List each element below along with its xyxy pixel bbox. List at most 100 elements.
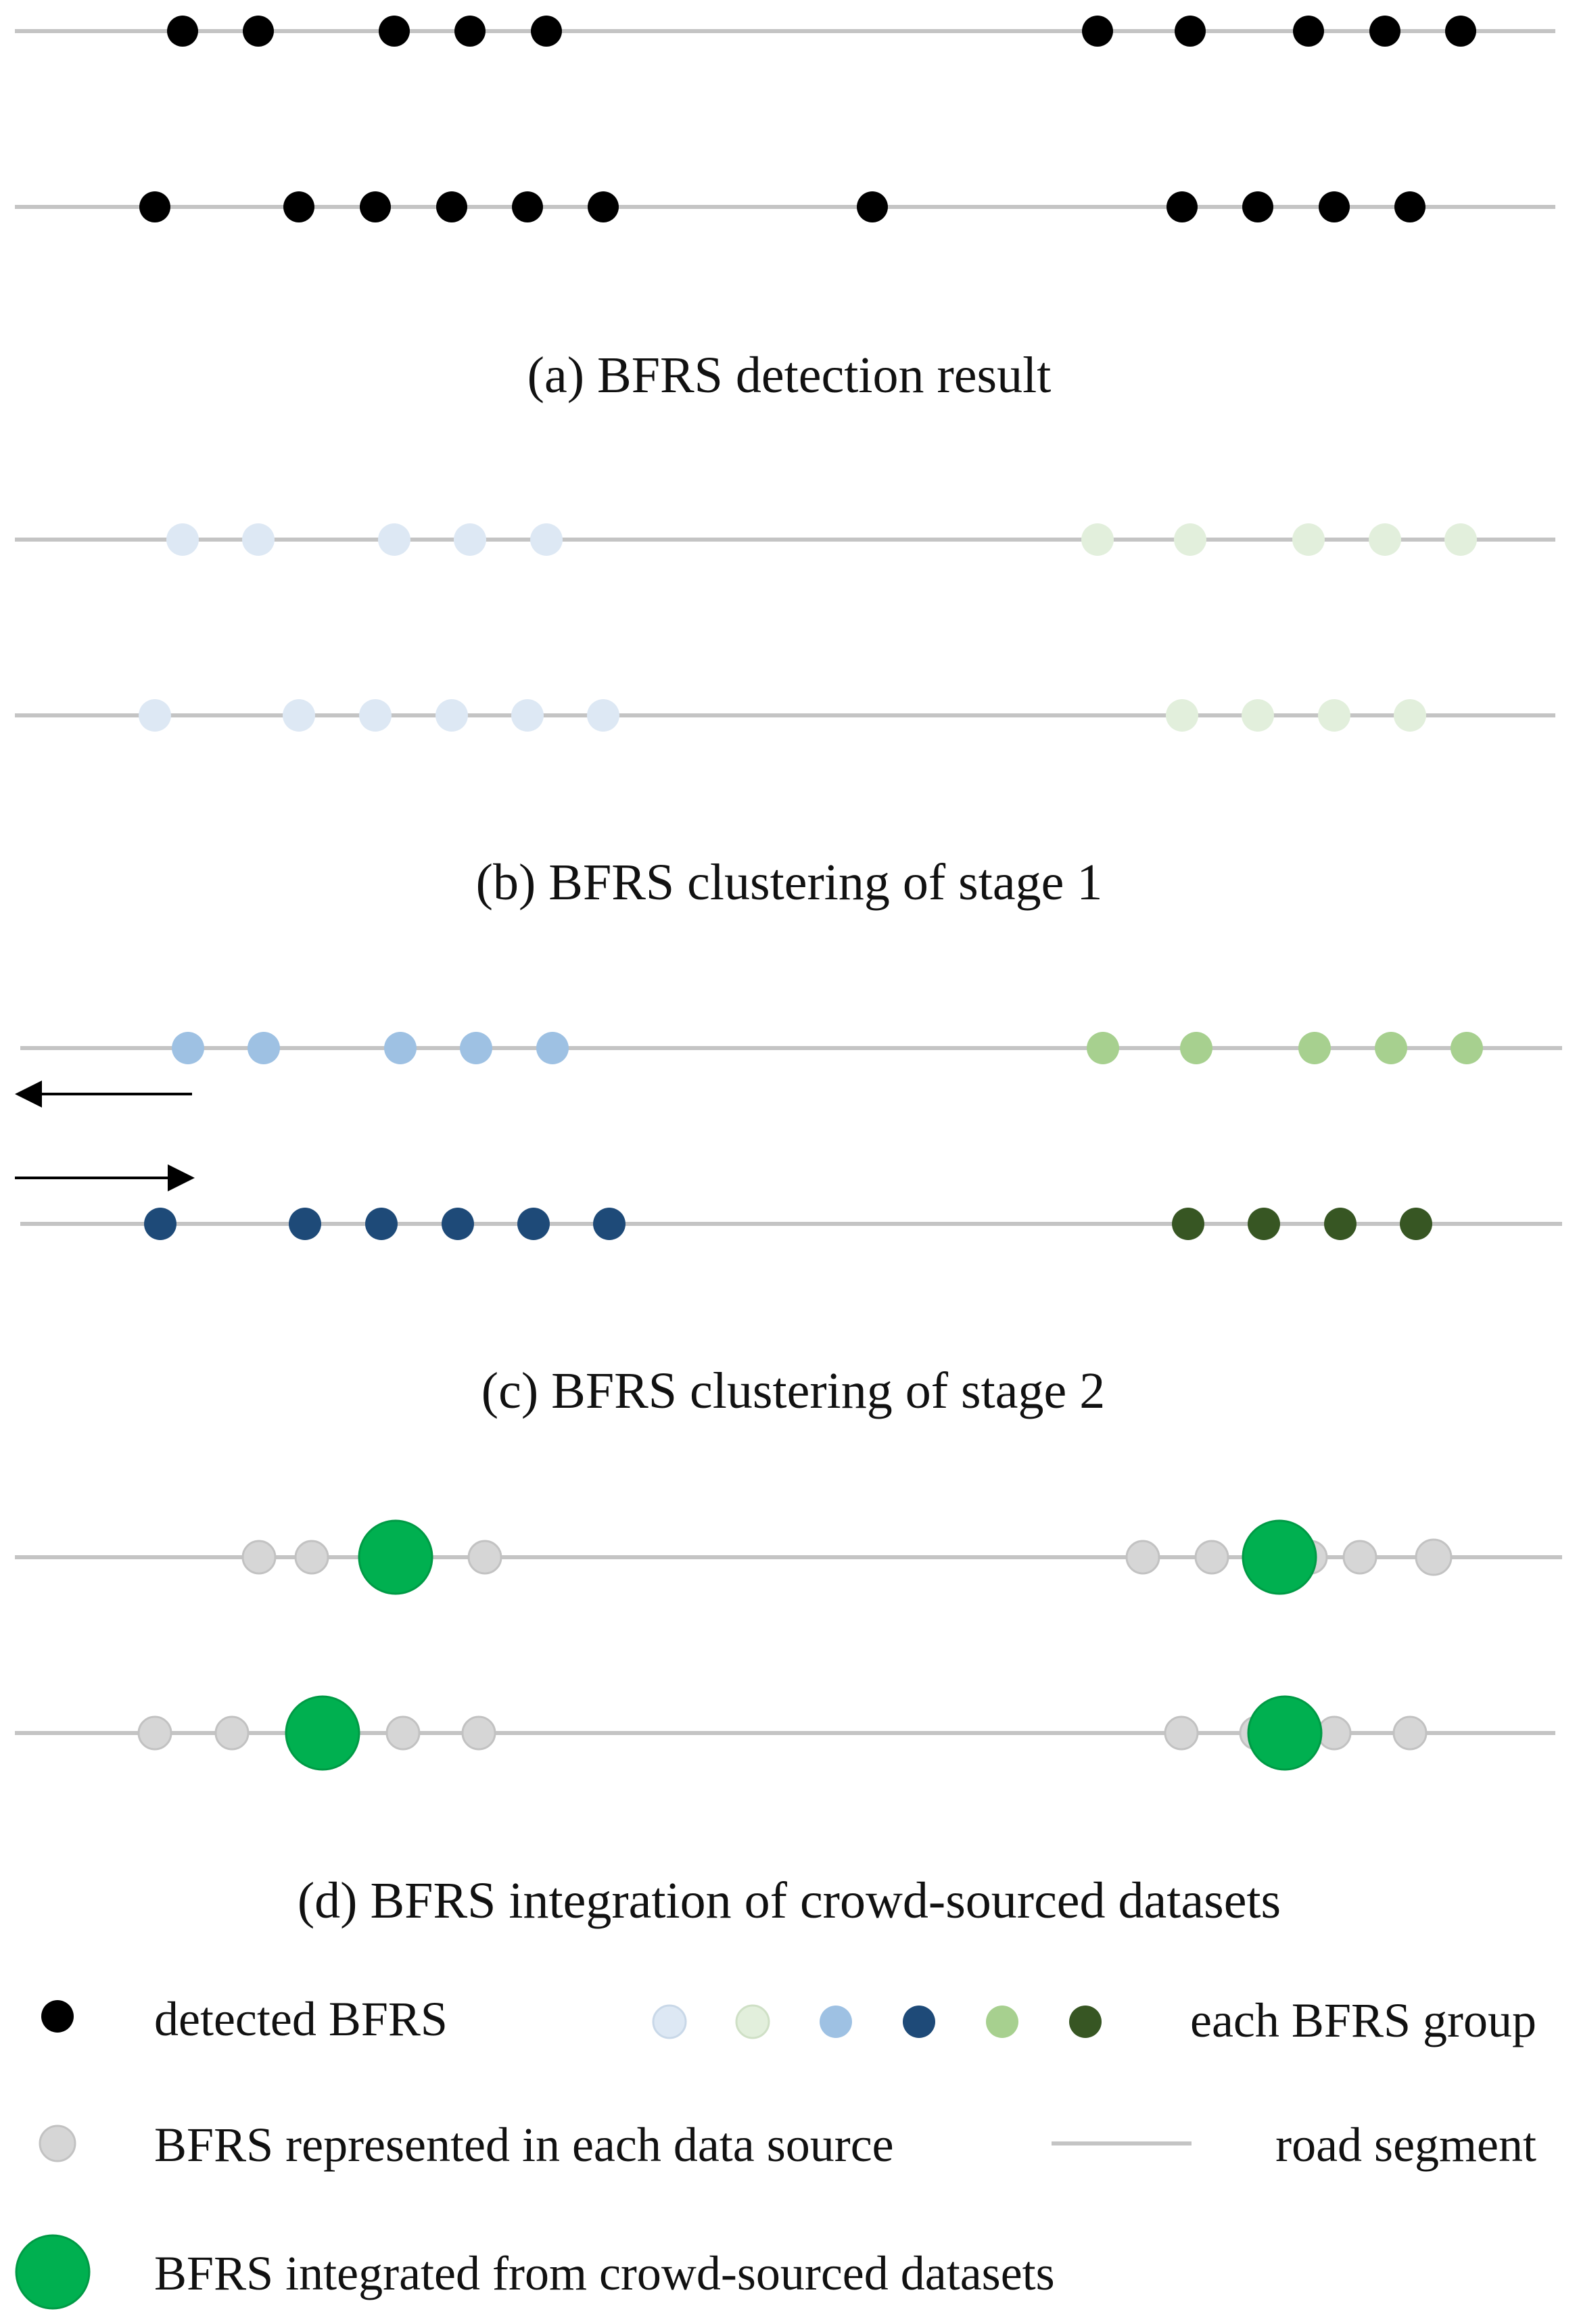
integrated-points-d [285,1519,1323,1771]
caption-b: (b) BFRS clustering of stage 1 [476,854,1103,911]
represented-bfrs-point [1164,1715,1199,1751]
represented-bfrs-point [241,1540,277,1575]
legend: detected BFRS each BFRS group BFRS repre… [15,1992,1536,2310]
bfrs-group-point [1081,523,1114,556]
bfrs-group-point [536,1032,569,1064]
caption-d: (d) BFRS integration of crowd-sourced da… [298,1872,1281,1929]
group-points-c-dark-green [1172,1208,1432,1240]
detected-bfrs-point [1369,16,1400,47]
group-points-c-green [1087,1032,1483,1064]
bfrs-group-point [442,1208,474,1240]
legend-group-swatch-green [986,2006,1018,2038]
bfrs-group-point [593,1208,626,1240]
bfrs-group-point [172,1032,204,1064]
bfrs-group-point [166,523,199,556]
legend-group-swatch-dark-green [1069,2006,1102,2038]
represented-bfrs-point [137,1715,172,1751]
represented-bfrs-point [461,1715,496,1751]
detected-bfrs-point [512,191,543,222]
represented-bfrs-point [1317,1715,1352,1751]
integrated-bfrs-point [1242,1519,1317,1595]
bfrs-group-point [1172,1208,1204,1240]
bfrs-group-point [1444,523,1477,556]
panel-c: (c) BFRS clustering of stage 2 [15,1032,1562,1419]
legend-group-label: each BFRS group [1190,1993,1536,2047]
detected-bfrs-point [588,191,619,222]
represented-bfrs-point [1415,1538,1453,1576]
bfrs-group-point [1400,1208,1432,1240]
panel-a: (a) BFRS detection result [15,16,1555,404]
detected-bfrs-point [243,16,274,47]
detected-bfrs-point [1082,16,1113,47]
group-points-c-dark-blue [144,1208,626,1240]
bfrs-group-point [1394,699,1426,732]
detected-bfrs-point [1242,191,1273,222]
bfrs-group-point [378,523,410,556]
detected-bfrs-point [283,191,314,222]
bfrs-group-point [454,523,486,556]
bfrs-group-point [144,1208,176,1240]
detected-bfrs-point [360,191,391,222]
represented-bfrs-point [1125,1540,1160,1575]
bfrs-group-point [1318,699,1350,732]
bfrs-group-point [1087,1032,1119,1064]
legend-group-swatch-blue [820,2006,852,2038]
legend-group-swatch-light-blue [652,2004,687,2039]
bfrs-group-point [289,1208,321,1240]
integrated-bfrs-point [358,1519,433,1595]
bfrs-group-point [1375,1032,1407,1064]
bfrs-group-point [587,699,619,732]
detected-bfrs-point [454,16,486,47]
represented-bfrs-point [1392,1715,1428,1751]
bfrs-group-point [365,1208,398,1240]
represented-bfrs-point [214,1715,250,1751]
group-points-b-blue [139,523,619,732]
bfrs-group-point [511,699,544,732]
bfrs-group-point [1292,523,1325,556]
bfrs-group-point [1369,523,1401,556]
represented-bfrs-point [1194,1540,1229,1575]
bfrs-group-point [1248,1208,1280,1240]
legend-integrated-label: BFRS integrated from crowd-sourced datas… [154,2246,1055,2300]
caption-c: (c) BFRS clustering of stage 2 [481,1362,1105,1419]
bfrs-group-point [530,523,563,556]
bfrs-group-point [283,699,315,732]
detected-bfrs-point [139,191,170,222]
bfrs-group-point [1174,523,1206,556]
group-points-b-green [1081,523,1477,732]
detected-bfrs-point [1394,191,1425,222]
bfrs-group-point [435,699,468,732]
detected-bfrs-point [379,16,410,47]
legend-integrated-swatch [15,2234,91,2310]
bfrs-group-point [359,699,392,732]
detected-bfrs-point [1445,16,1476,47]
caption-a: (a) BFRS detection result [527,347,1052,404]
represented-bfrs-point [1342,1540,1377,1575]
legend-represented-label: BFRS represented in each data source [154,2118,894,2172]
bfrs-group-point [1451,1032,1483,1064]
legend-group-swatch-dark-blue [903,2006,935,2038]
legend-road-label: road segment [1275,2118,1536,2172]
bfrs-group-point [517,1208,550,1240]
detected-bfrs-point [857,191,888,222]
bfrs-group-point [1242,699,1274,732]
bfrs-group-point [1324,1208,1357,1240]
detected-bfrs-point [1166,191,1198,222]
legend-group-swatch-light-green [735,2004,770,2039]
bfrs-group-point [460,1032,492,1064]
bfrs-group-point [1298,1032,1331,1064]
detected-bfrs-point [1293,16,1324,47]
detected-bfrs-point [436,191,467,222]
detected-bfrs-point [531,16,562,47]
detected-bfrs-point [1319,191,1350,222]
group-points-c-blue [172,1032,569,1064]
detected-points-a [139,16,1476,222]
integrated-bfrs-point [1247,1695,1323,1771]
detected-bfrs-point [167,16,198,47]
represented-bfrs-point [467,1540,502,1575]
represented-bfrs-point [385,1715,421,1751]
legend-detected-swatch [41,2000,74,2033]
bfrs-group-point [139,699,171,732]
represented-bfrs-point [294,1540,329,1575]
